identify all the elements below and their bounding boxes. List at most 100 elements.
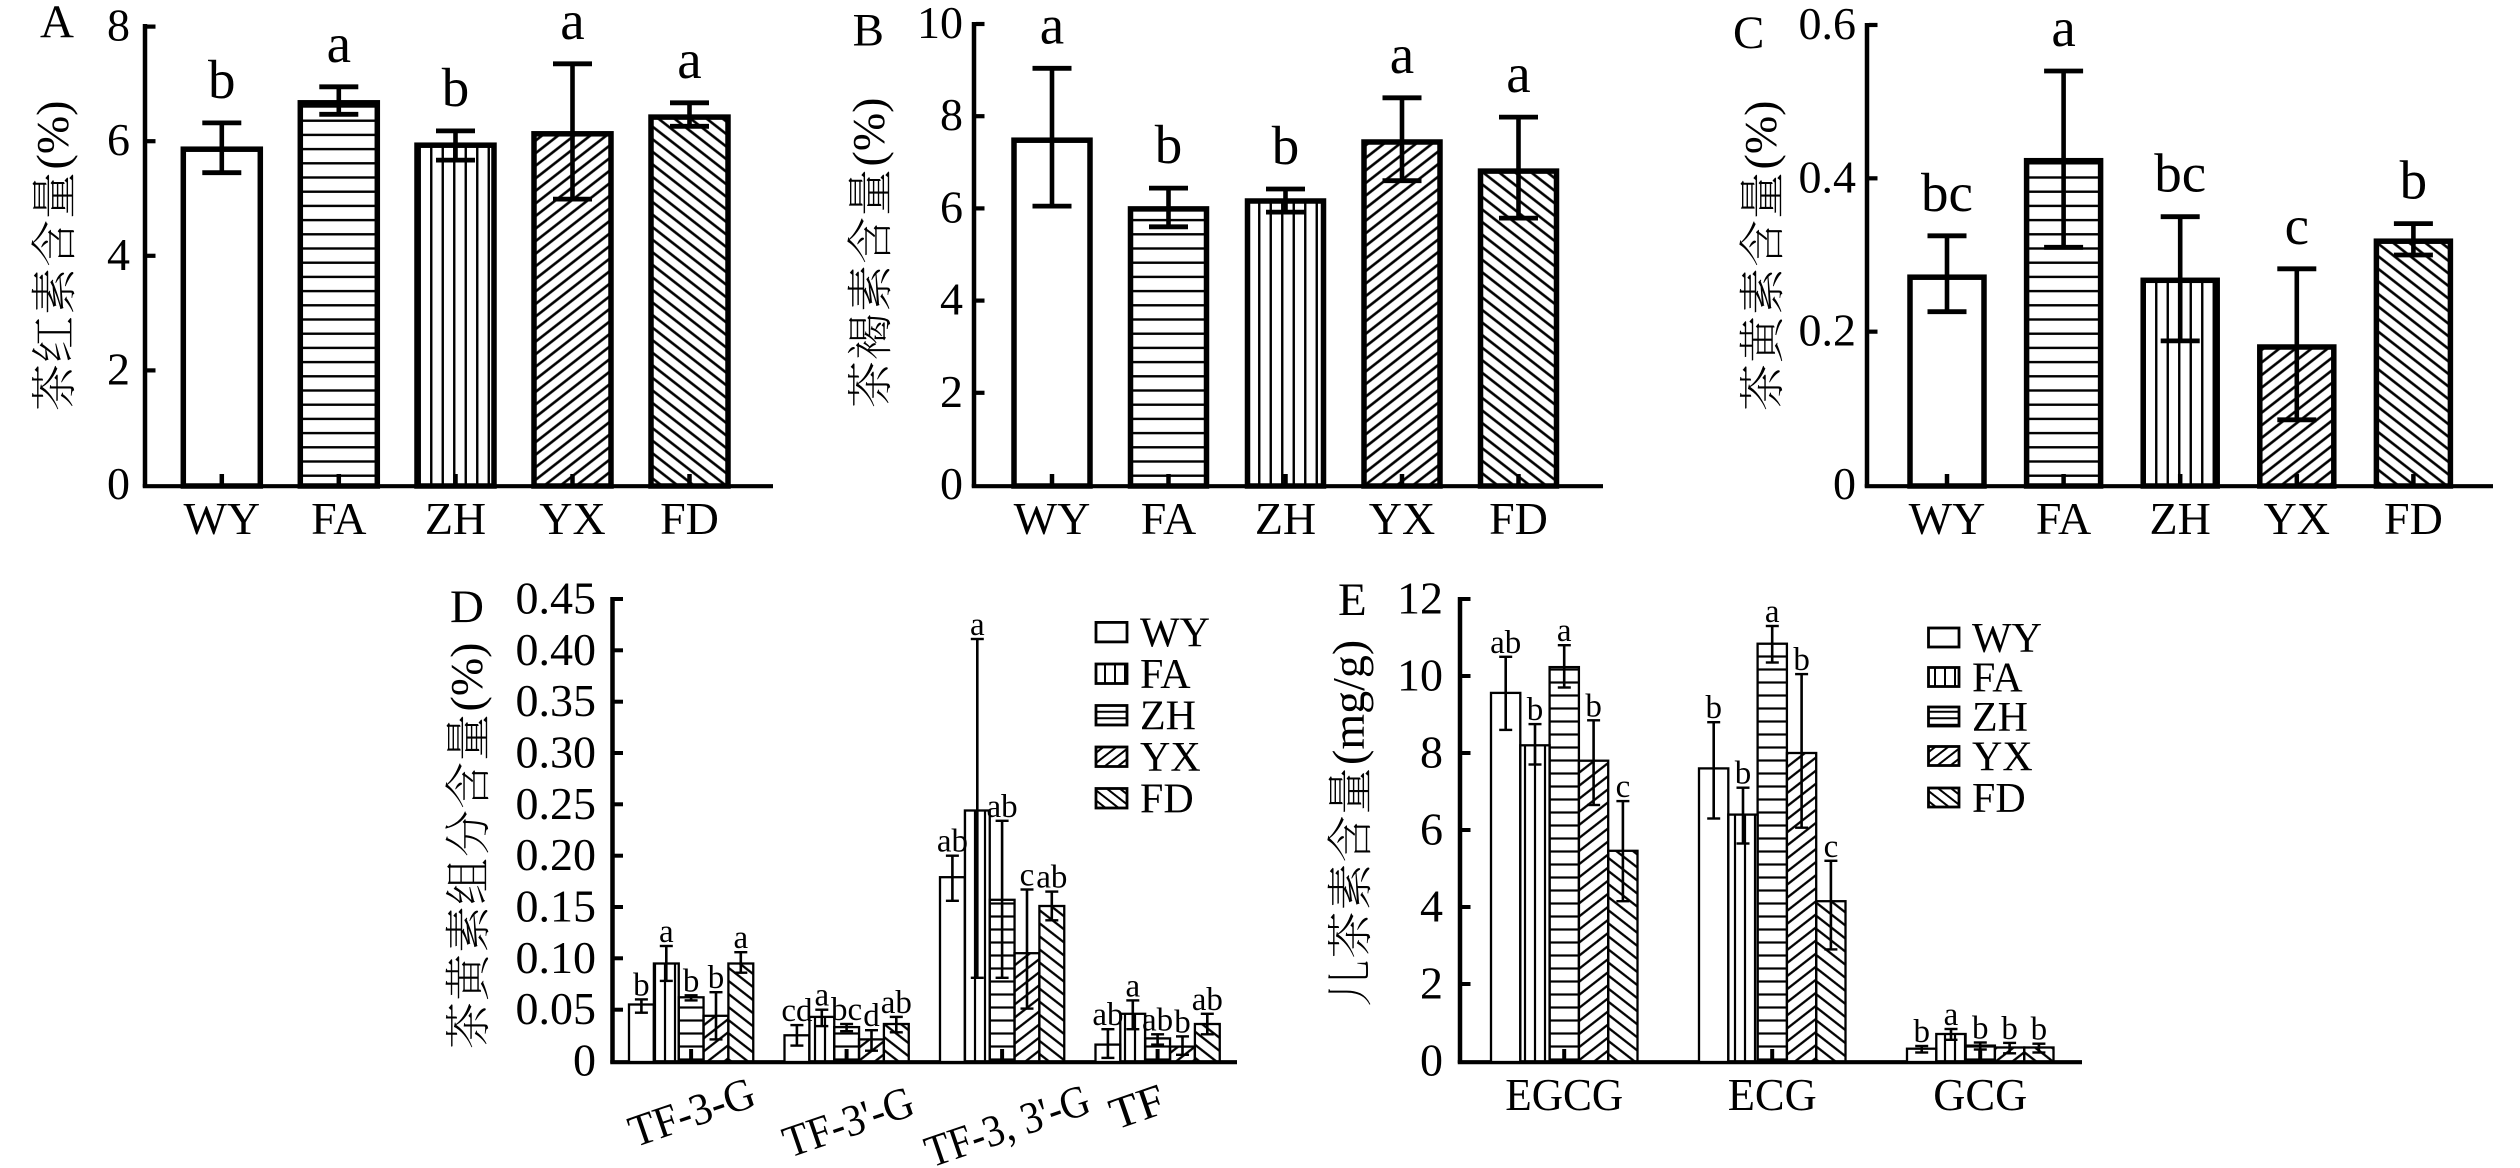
- svg-text:0: 0: [573, 1035, 596, 1086]
- svg-text:b: b: [1913, 1014, 1930, 1050]
- svg-text:(mg/g): (mg/g): [1323, 640, 1374, 765]
- svg-text:YX: YX: [1972, 735, 2033, 781]
- svg-text:a: a: [560, 0, 584, 51]
- svg-text:0.40: 0.40: [516, 624, 597, 675]
- svg-text:ZH: ZH: [1255, 493, 1316, 544]
- svg-text:a: a: [970, 607, 985, 643]
- svg-text:4: 4: [940, 274, 963, 325]
- svg-text:WY: WY: [1014, 493, 1091, 544]
- svg-text:b: b: [1793, 642, 1810, 678]
- svg-text:a: a: [327, 13, 351, 74]
- svg-text:ZH: ZH: [1972, 695, 2028, 741]
- svg-text:A: A: [40, 0, 74, 48]
- svg-text:YX: YX: [1140, 735, 1201, 781]
- svg-text:YX: YX: [539, 493, 605, 544]
- svg-text:ab: ab: [1036, 860, 1067, 896]
- svg-text:b: b: [1174, 1004, 1191, 1040]
- svg-text:bc: bc: [2154, 143, 2206, 204]
- svg-text:8: 8: [107, 0, 130, 51]
- svg-text:b: b: [1585, 688, 1602, 724]
- svg-text:0.45: 0.45: [516, 572, 597, 623]
- svg-text:0: 0: [1420, 1035, 1443, 1086]
- svg-text:0: 0: [1833, 458, 1856, 509]
- svg-text:b: b: [1735, 756, 1752, 792]
- svg-text:0: 0: [940, 458, 963, 509]
- svg-text:ab: ab: [1192, 982, 1223, 1018]
- svg-text:b: b: [1155, 114, 1183, 175]
- svg-text:0.4: 0.4: [1799, 151, 1857, 202]
- svg-text:ZH: ZH: [425, 493, 486, 544]
- svg-text:E: E: [1338, 574, 1367, 626]
- svg-text:4: 4: [107, 229, 130, 280]
- svg-text:(%): (%): [843, 98, 894, 167]
- svg-text:WY: WY: [183, 493, 260, 544]
- svg-text:ab: ab: [1490, 625, 1521, 661]
- svg-text:b: b: [708, 960, 725, 996]
- svg-text:b: b: [2400, 150, 2428, 211]
- svg-text:GCG: GCG: [1933, 1069, 2027, 1120]
- svg-text:FD: FD: [2384, 493, 2443, 544]
- svg-text:a: a: [1125, 968, 1140, 1004]
- svg-text:ab: ab: [1142, 1002, 1173, 1038]
- svg-text:a: a: [1765, 594, 1780, 630]
- svg-text:0: 0: [107, 458, 130, 509]
- svg-text:c: c: [2285, 195, 2309, 256]
- svg-text:12: 12: [1397, 573, 1443, 624]
- svg-text:2: 2: [107, 343, 130, 394]
- svg-text:d: d: [863, 998, 880, 1034]
- svg-text:b: b: [1972, 1011, 1989, 1047]
- svg-text:b: b: [208, 49, 236, 110]
- svg-text:FD: FD: [1140, 777, 1194, 823]
- svg-text:FA: FA: [2036, 493, 2091, 544]
- svg-text:0.6: 0.6: [1799, 0, 1857, 49]
- svg-text:b: b: [1705, 690, 1722, 726]
- svg-text:D: D: [450, 581, 484, 633]
- svg-text:c: c: [1824, 829, 1839, 865]
- svg-text:YX: YX: [2264, 493, 2330, 544]
- svg-text:b: b: [2001, 1011, 2018, 1047]
- svg-text:6: 6: [107, 114, 130, 165]
- svg-text:4: 4: [1420, 881, 1443, 932]
- svg-text:ZH: ZH: [2150, 493, 2211, 544]
- svg-text:a: a: [1557, 613, 1572, 649]
- svg-text:6: 6: [1420, 804, 1443, 855]
- svg-text:b: b: [1527, 692, 1544, 728]
- svg-text:2: 2: [1420, 958, 1443, 1009]
- svg-text:WY: WY: [1140, 610, 1210, 656]
- svg-text:b: b: [1272, 115, 1300, 176]
- svg-text:B: B: [853, 5, 884, 57]
- svg-text:FA: FA: [1140, 652, 1191, 698]
- svg-text:10: 10: [1397, 650, 1443, 701]
- svg-text:0.10: 0.10: [516, 932, 597, 983]
- svg-text:a: a: [814, 978, 829, 1014]
- svg-text:c: c: [1616, 769, 1631, 805]
- svg-text:cd: cd: [781, 993, 813, 1029]
- svg-text:WY: WY: [1909, 493, 1986, 544]
- svg-text:ab: ab: [937, 824, 968, 860]
- svg-text:FA: FA: [1972, 656, 2023, 702]
- svg-text:b: b: [2031, 1012, 2048, 1048]
- svg-text:EGCG: EGCG: [1505, 1069, 1623, 1120]
- svg-text:10: 10: [917, 0, 963, 48]
- svg-text:(%): (%): [441, 643, 492, 712]
- svg-text:c: c: [1020, 858, 1035, 894]
- svg-text:8: 8: [1420, 727, 1443, 778]
- svg-text:b: b: [633, 967, 650, 1003]
- svg-text:a: a: [2051, 0, 2075, 58]
- svg-text:0.15: 0.15: [516, 880, 597, 931]
- svg-text:a: a: [1040, 0, 1064, 55]
- svg-text:a: a: [1506, 43, 1530, 104]
- svg-text:a: a: [733, 920, 748, 956]
- svg-text:(%): (%): [27, 101, 78, 170]
- svg-text:0.25: 0.25: [516, 778, 597, 829]
- svg-text:FA: FA: [1141, 493, 1196, 544]
- svg-text:0.20: 0.20: [516, 829, 597, 880]
- svg-text:0.2: 0.2: [1799, 305, 1857, 356]
- svg-text:0.30: 0.30: [516, 726, 597, 777]
- svg-text:bc: bc: [831, 992, 862, 1028]
- svg-text:WY: WY: [1972, 616, 2042, 662]
- svg-text:b: b: [683, 963, 700, 999]
- svg-text:bc: bc: [1921, 162, 1973, 223]
- svg-text:ECG: ECG: [1728, 1069, 1817, 1120]
- svg-text:(%): (%): [1735, 101, 1786, 170]
